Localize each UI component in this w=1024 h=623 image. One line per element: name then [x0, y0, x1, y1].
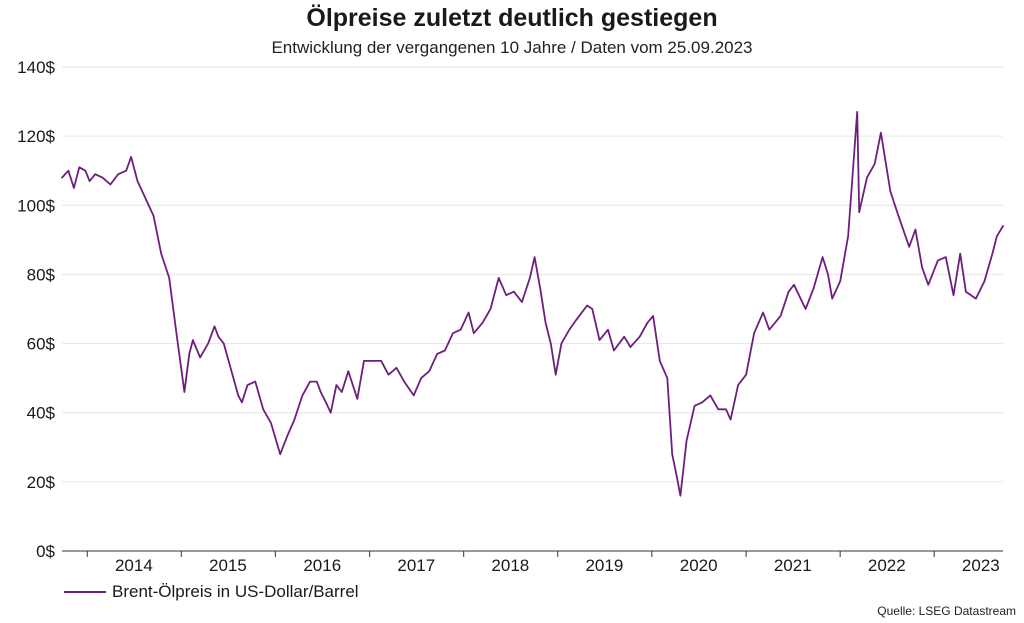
chart-subtitle: Entwicklung der vergangenen 10 Jahre / D…	[271, 38, 753, 57]
x-tick-label: 2015	[209, 556, 247, 575]
y-tick-label: 80$	[27, 265, 56, 284]
x-tick-label: 2017	[397, 556, 435, 575]
x-tick-label: 2018	[491, 556, 529, 575]
y-tick-label: 20$	[27, 473, 56, 492]
x-tick-label: 2021	[774, 556, 812, 575]
y-tick-label: 0$	[36, 542, 55, 561]
x-tick-label: 2020	[680, 556, 718, 575]
legend-label: Brent-Ölpreis in US-Dollar/Barrel	[112, 582, 359, 601]
x-tick-label: 2019	[585, 556, 623, 575]
y-tick-label: 100$	[17, 196, 55, 215]
series-line-brent	[61, 111, 1004, 497]
chart-title: Ölpreise zuletzt deutlich gestiegen	[306, 4, 718, 32]
y-tick-label: 40$	[27, 404, 56, 423]
y-tick-label: 140$	[17, 58, 55, 77]
x-tick-label: 2023	[962, 556, 1000, 575]
y-tick-label: 60$	[27, 335, 56, 354]
legend-swatch	[64, 591, 106, 593]
x-tick-label: 2016	[303, 556, 341, 575]
y-tick-label: 120$	[17, 127, 55, 146]
x-tick-label: 2022	[868, 556, 906, 575]
legend: Brent-Ölpreis in US-Dollar/Barrel	[64, 582, 359, 602]
x-tick-label: 2014	[115, 556, 153, 575]
source-note: Quelle: LSEG Datastream	[877, 604, 1016, 618]
